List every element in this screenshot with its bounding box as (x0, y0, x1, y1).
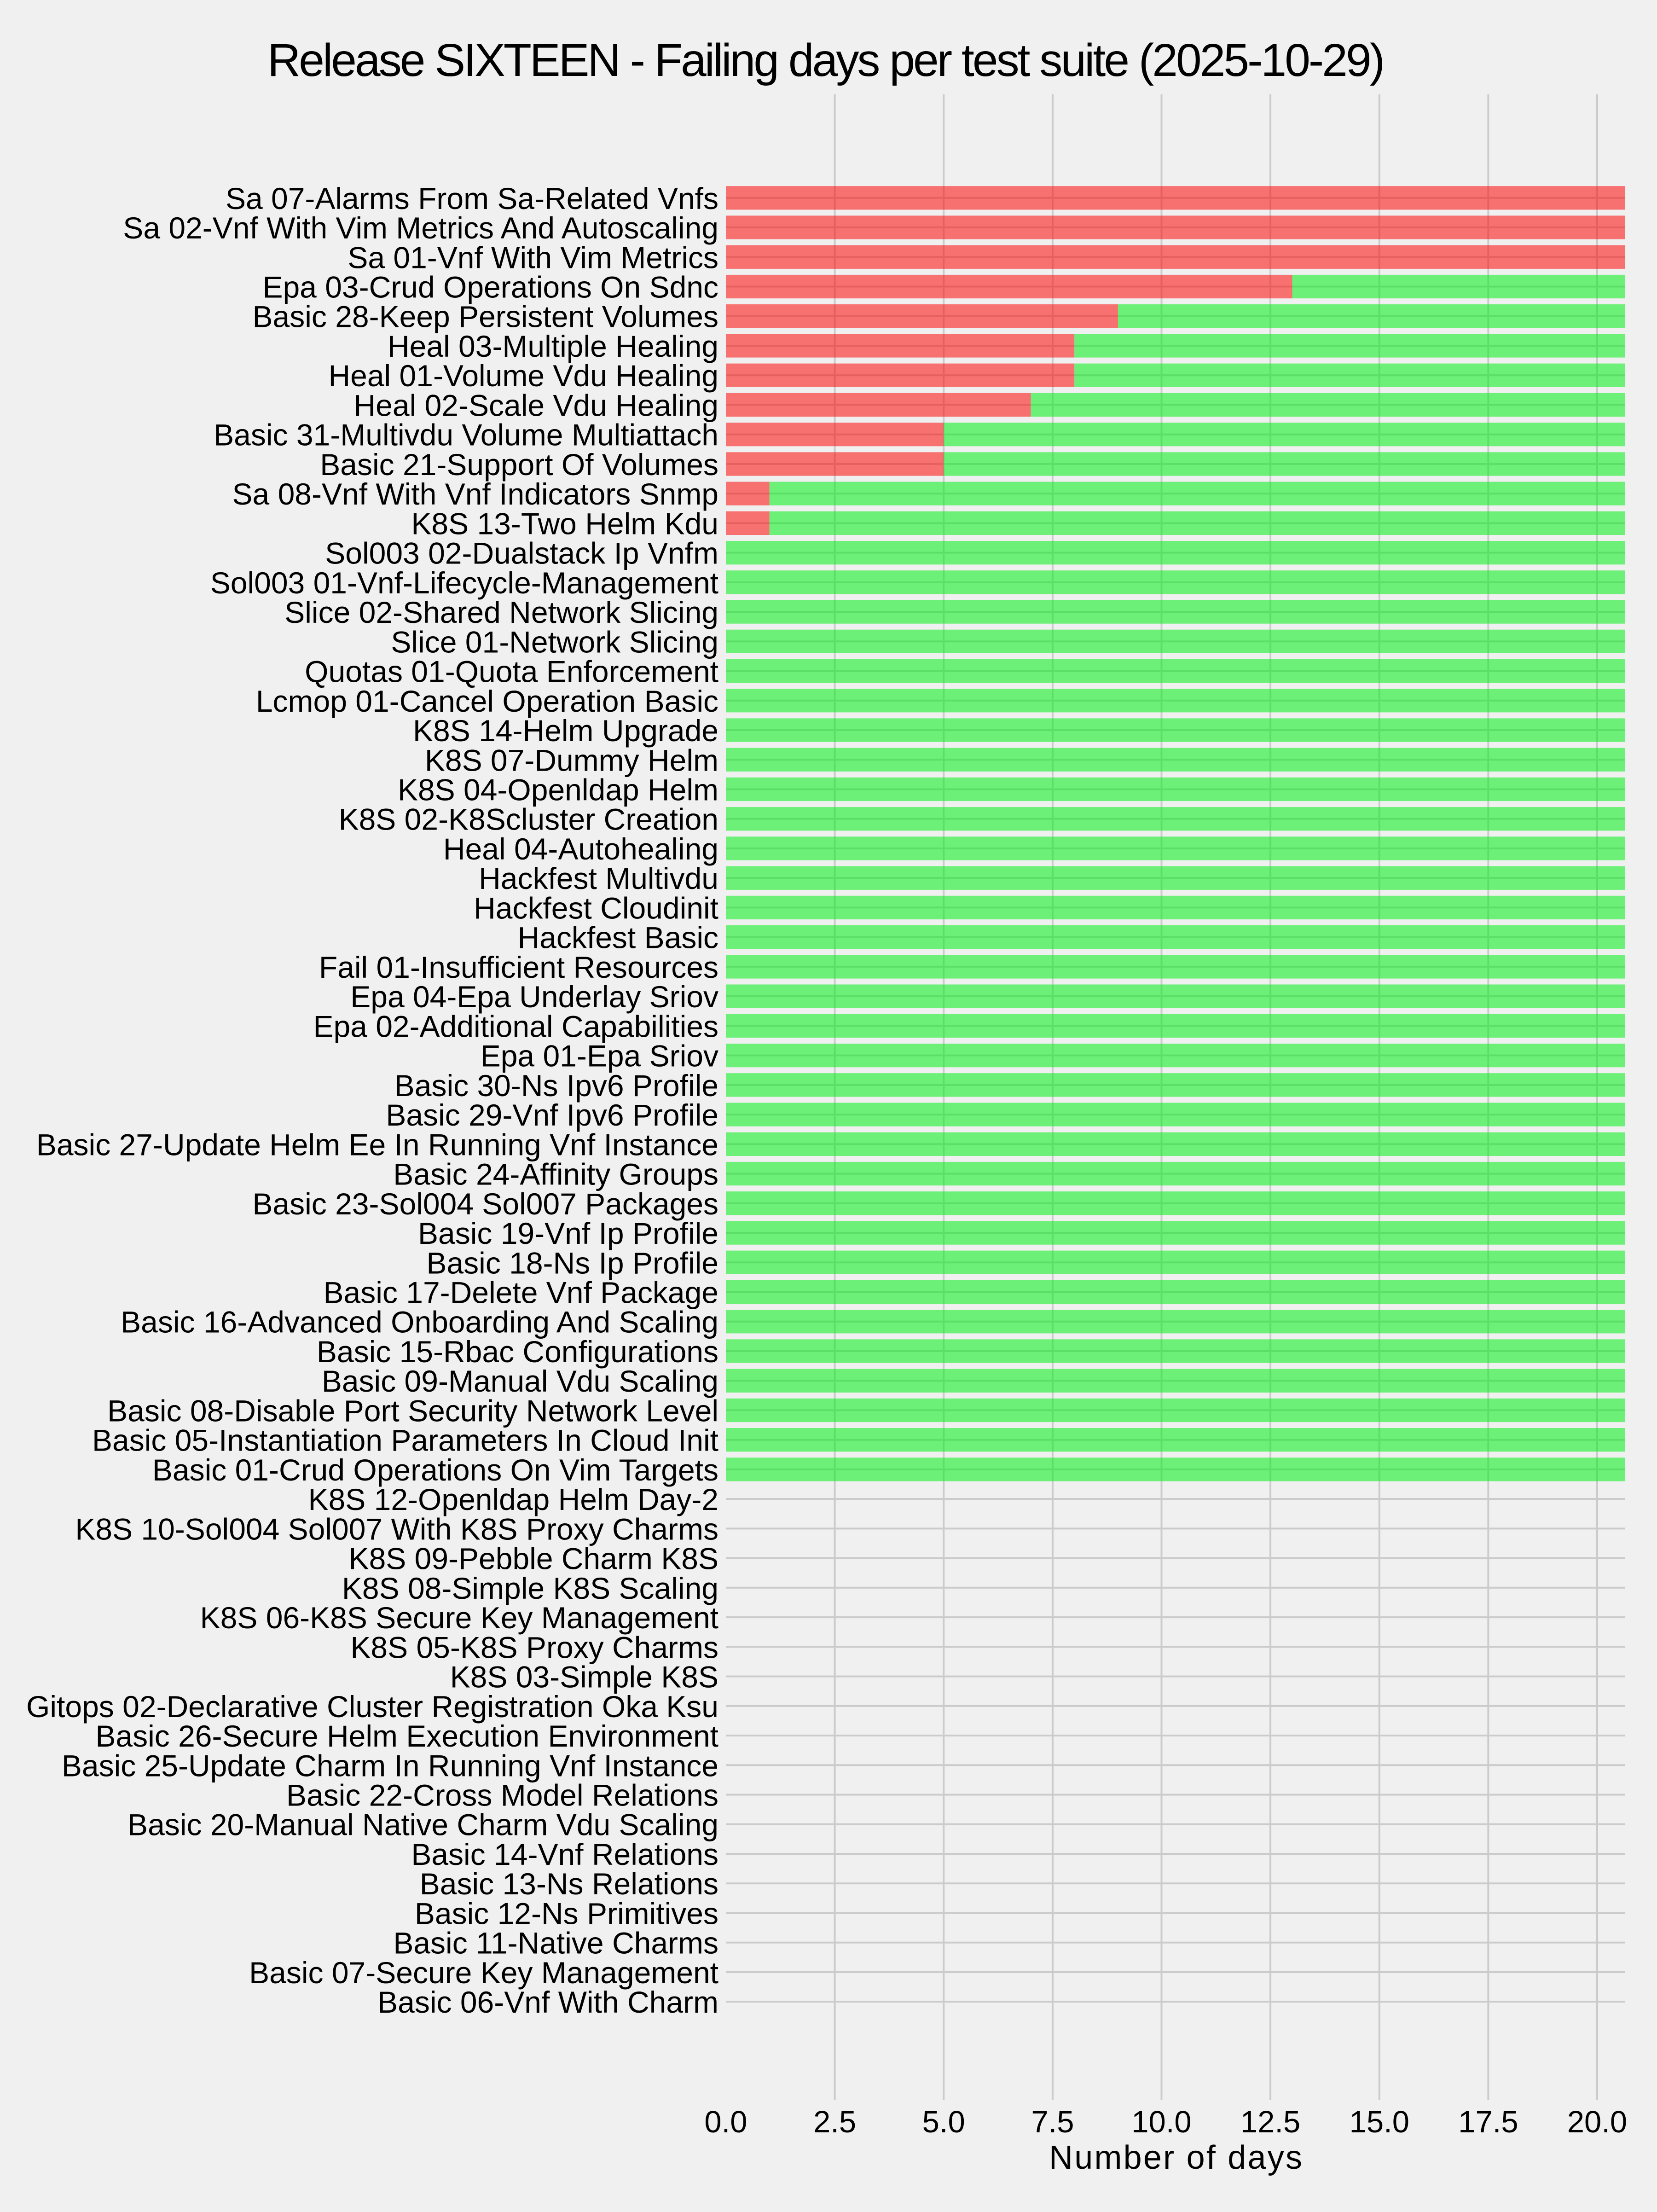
svg-text:Basic 11-Native Charms: Basic 11-Native Charms (393, 1926, 718, 1960)
svg-text:Epa 02-Additional Capabilities: Epa 02-Additional Capabilities (313, 1009, 718, 1043)
svg-text:Hackfest Basic: Hackfest Basic (518, 921, 718, 955)
svg-text:7.5: 7.5 (1031, 2105, 1074, 2139)
svg-text:Sa 08-Vnf With Vnf Indicators: Sa 08-Vnf With Vnf Indicators Snmp (232, 477, 718, 511)
svg-text:K8S 14-Helm Upgrade: K8S 14-Helm Upgrade (413, 714, 718, 748)
svg-text:Basic 22-Cross Model Relations: Basic 22-Cross Model Relations (286, 1778, 718, 1812)
svg-text:K8S 07-Dummy Helm: K8S 07-Dummy Helm (425, 743, 718, 777)
svg-text:Gitops 02-Declarative Cluster: Gitops 02-Declarative Cluster Registrati… (26, 1689, 718, 1724)
svg-text:Basic 17-Delete Vnf Package: Basic 17-Delete Vnf Package (324, 1276, 718, 1310)
svg-text:Basic 21-Support Of Volumes: Basic 21-Support Of Volumes (320, 447, 718, 482)
svg-text:Basic 05-Instantiation Paramet: Basic 05-Instantiation Parameters In Clo… (92, 1423, 718, 1457)
svg-text:Heal 04-Autohealing: Heal 04-Autohealing (443, 832, 718, 866)
svg-text:Basic 19-Vnf Ip Profile: Basic 19-Vnf Ip Profile (418, 1216, 718, 1250)
svg-text:Basic 30-Ns Ipv6 Profile: Basic 30-Ns Ipv6 Profile (394, 1068, 718, 1103)
svg-text:Epa 04-Epa Underlay Sriov: Epa 04-Epa Underlay Sriov (350, 980, 718, 1014)
svg-text:Basic 26-Secure Helm Execution: Basic 26-Secure Helm Execution Environme… (95, 1719, 718, 1753)
svg-text:Hackfest Multivdu: Hackfest Multivdu (479, 861, 718, 895)
svg-text:12.5: 12.5 (1240, 2105, 1300, 2139)
svg-text:Sa 07-Alarms From Sa-Related V: Sa 07-Alarms From Sa-Related Vnfs (226, 181, 718, 215)
svg-text:Basic 25-Update Charm In Runni: Basic 25-Update Charm In Running Vnf Ins… (62, 1748, 718, 1782)
svg-text:Heal 03-Multiple Healing: Heal 03-Multiple Healing (388, 329, 718, 363)
svg-text:0.0: 0.0 (704, 2105, 747, 2139)
svg-text:Basic 23-Sol004 Sol007 Package: Basic 23-Sol004 Sol007 Packages (252, 1187, 718, 1221)
svg-text:Basic 29-Vnf Ipv6 Profile: Basic 29-Vnf Ipv6 Profile (386, 1098, 718, 1132)
svg-text:Heal 02-Scale Vdu Healing: Heal 02-Scale Vdu Healing (354, 388, 718, 422)
svg-text:20.0: 20.0 (1567, 2105, 1627, 2139)
svg-text:17.5: 17.5 (1458, 2105, 1518, 2139)
svg-text:Basic 15-Rbac Configurations: Basic 15-Rbac Configurations (317, 1335, 718, 1369)
svg-text:5.0: 5.0 (922, 2105, 965, 2139)
svg-text:15.0: 15.0 (1350, 2105, 1409, 2139)
svg-text:Lcmop 01-Cancel Operation Basi: Lcmop 01-Cancel Operation Basic (256, 684, 718, 718)
svg-text:Release SIXTEEN - Failing days: Release SIXTEEN - Failing days per test … (267, 35, 1385, 86)
svg-text:Hackfest Cloudinit: Hackfest Cloudinit (474, 891, 718, 925)
svg-text:Sol003 01-Vnf-Lifecycle-Manage: Sol003 01-Vnf-Lifecycle-Management (210, 566, 718, 600)
svg-text:K8S 10-Sol004 Sol007 With K8S: K8S 10-Sol004 Sol007 With K8S Proxy Char… (75, 1512, 718, 1546)
svg-text:K8S 04-Openldap Helm: K8S 04-Openldap Helm (398, 773, 718, 807)
svg-text:Basic 09-Manual Vdu Scaling: Basic 09-Manual Vdu Scaling (322, 1364, 718, 1398)
svg-text:Epa 01-Epa Sriov: Epa 01-Epa Sriov (481, 1039, 718, 1073)
svg-text:K8S 03-Simple K8S: K8S 03-Simple K8S (450, 1660, 718, 1694)
svg-text:Basic 20-Manual Native Charm V: Basic 20-Manual Native Charm Vdu Scaling (127, 1808, 718, 1842)
svg-text:K8S 05-K8S Proxy Charms: K8S 05-K8S Proxy Charms (350, 1630, 718, 1664)
svg-text:Sol003 02-Dualstack Ip Vnfm: Sol003 02-Dualstack Ip Vnfm (325, 536, 718, 570)
svg-text:Basic 18-Ns Ip Profile: Basic 18-Ns Ip Profile (426, 1246, 718, 1280)
svg-text:Quotas 01-Quota Enforcement: Quotas 01-Quota Enforcement (305, 655, 718, 689)
svg-text:Slice 01-Network Slicing: Slice 01-Network Slicing (391, 625, 718, 659)
svg-text:Sa 02-Vnf With Vim Metrics And: Sa 02-Vnf With Vim Metrics And Autoscali… (123, 211, 718, 245)
svg-text:Basic 08-Disable Port Security: Basic 08-Disable Port Security Network L… (107, 1393, 718, 1428)
svg-text:10.0: 10.0 (1131, 2105, 1191, 2139)
svg-text:K8S 08-Simple K8S Scaling: K8S 08-Simple K8S Scaling (342, 1571, 718, 1605)
svg-text:Epa 03-Crud Operations On Sdnc: Epa 03-Crud Operations On Sdnc (262, 270, 718, 304)
svg-text:K8S 06-K8S Secure Key Manageme: K8S 06-K8S Secure Key Management (200, 1601, 718, 1635)
svg-text:Slice 02-Shared Network Slicin: Slice 02-Shared Network Slicing (284, 595, 718, 629)
svg-text:Number of days: Number of days (1049, 2139, 1302, 2176)
svg-text:Fail 01-Insufficient Resources: Fail 01-Insufficient Resources (319, 950, 718, 984)
svg-text:Sa 01-Vnf With Vim Metrics: Sa 01-Vnf With Vim Metrics (348, 240, 718, 274)
svg-text:K8S 13-Two Helm Kdu: K8S 13-Two Helm Kdu (411, 506, 718, 540)
svg-text:2.5: 2.5 (813, 2105, 856, 2139)
svg-text:K8S 09-Pebble Charm K8S: K8S 09-Pebble Charm K8S (349, 1542, 718, 1576)
svg-text:K8S 12-Openldap Helm Day-2: K8S 12-Openldap Helm Day-2 (308, 1482, 718, 1516)
svg-text:Basic 31-Multivdu Volume Multi: Basic 31-Multivdu Volume Multiattach (214, 418, 718, 452)
svg-text:Basic 16-Advanced Onboarding A: Basic 16-Advanced Onboarding And Scaling (121, 1305, 718, 1339)
svg-text:Basic 01-Crud Operations On Vi: Basic 01-Crud Operations On Vim Targets (152, 1453, 718, 1487)
svg-text:Heal 01-Volume Vdu Healing: Heal 01-Volume Vdu Healing (328, 359, 718, 393)
svg-text:Basic 24-Affinity Groups: Basic 24-Affinity Groups (393, 1157, 718, 1191)
svg-text:Basic 06-Vnf With Charm: Basic 06-Vnf With Charm (377, 1985, 718, 2019)
svg-text:Basic 14-Vnf Relations: Basic 14-Vnf Relations (411, 1837, 718, 1871)
svg-text:Basic 12-Ns Primitives: Basic 12-Ns Primitives (415, 1896, 718, 1930)
svg-text:Basic 07-Secure Key Management: Basic 07-Secure Key Management (249, 1956, 718, 1990)
svg-text:K8S 02-K8Scluster Creation: K8S 02-K8Scluster Creation (339, 802, 718, 836)
svg-text:Basic 27-Update Helm Ee In Run: Basic 27-Update Helm Ee In Running Vnf I… (36, 1127, 718, 1161)
svg-text:Basic 13-Ns Relations: Basic 13-Ns Relations (420, 1867, 718, 1901)
svg-text:Basic 28-Keep Persistent Volum: Basic 28-Keep Persistent Volumes (252, 300, 718, 334)
